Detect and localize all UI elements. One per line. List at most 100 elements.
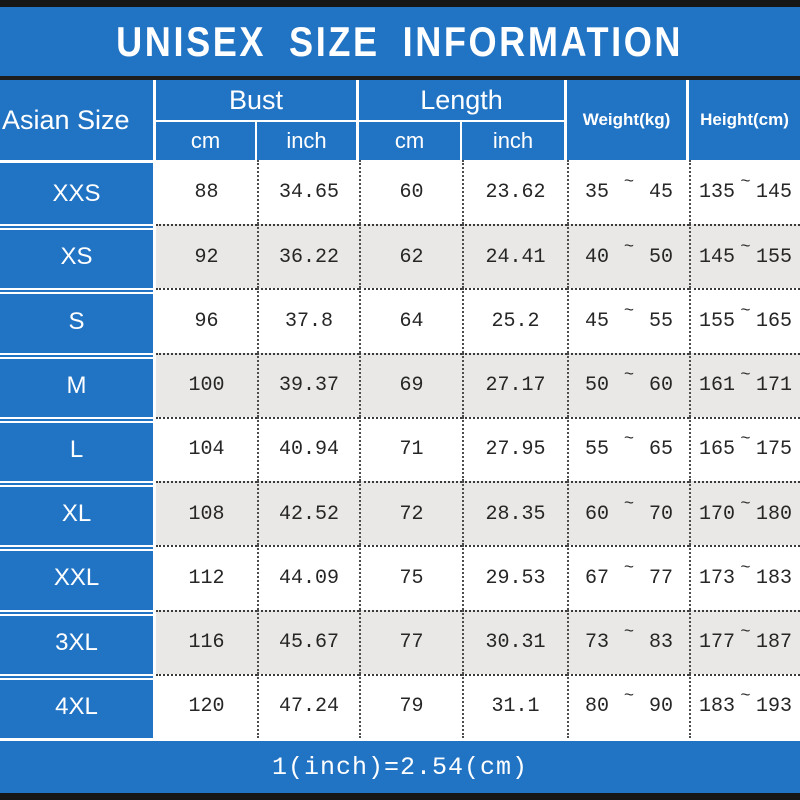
bust-cm-value: 96 <box>156 288 257 352</box>
tilde-separator: ~ <box>623 623 635 643</box>
weight-range-max: 55 <box>648 310 673 334</box>
title-divider <box>0 76 800 80</box>
tilde-separator: ~ <box>740 623 751 643</box>
size-label: 3XL <box>0 609 156 674</box>
tilde-separator: ~ <box>623 494 635 514</box>
height-range: 177 ~187 <box>689 609 800 674</box>
footer-band: 1(inch)=2.54(cm) <box>0 741 800 793</box>
table-row: 4XL 120 47.24 79 31.1 80 ~90 183 ~193 <box>0 673 800 738</box>
bust-inch-value: 47.24 <box>257 673 359 738</box>
tilde-separator: ~ <box>623 558 635 578</box>
tilde-separator: ~ <box>740 237 751 257</box>
bust-inch-value: 44.09 <box>257 545 359 610</box>
weight-range: 40 ~50 <box>567 224 689 289</box>
conversion-note: 1(inch)=2.54(cm) <box>271 752 529 782</box>
size-label: XXS <box>0 160 156 225</box>
height-range: 173 ~183 <box>689 545 800 610</box>
bottom-edge-bar <box>0 793 800 800</box>
bust-cm-value: 88 <box>194 180 219 204</box>
height-range-min: 155 <box>699 310 736 334</box>
bust-cm-value: 120 <box>156 673 257 738</box>
weight-range-max: 50 <box>648 245 673 269</box>
table-row: S 96 37.8 64 25.2 45 ~55 155 ~165 <box>0 288 800 353</box>
header-bust-subrow: cm inch <box>156 122 356 160</box>
size-label: XL <box>0 481 156 546</box>
bust-inch-value: 36.22 <box>257 224 359 289</box>
height-range-max: 175 <box>755 438 792 462</box>
height-range: 165 ~175 <box>689 416 800 482</box>
weight-range-max: 60 <box>648 374 673 398</box>
weight-range: 67 ~77 <box>567 545 689 610</box>
table-row: XXS 88 34.65 60 23.62 35 ~45 135 ~145 <box>0 160 800 225</box>
weight-range-min: 35 <box>585 180 610 204</box>
weight-range-min: 60 <box>585 502 610 526</box>
header-length-cm: cm <box>359 122 462 160</box>
length-inch-value: 25.2 <box>462 288 567 353</box>
length-inch-value: 30.31 <box>462 609 567 674</box>
weight-range: 73 ~83 <box>567 609 689 674</box>
height-range-max: 180 <box>755 502 792 526</box>
size-label: 4XL <box>0 673 156 738</box>
tilde-separator: ~ <box>740 302 751 322</box>
height-range: 145 ~155 <box>689 224 800 289</box>
bust-cm-value: 116 <box>156 609 257 674</box>
height-range-max: 183 <box>755 566 792 590</box>
weight-range: 50 ~60 <box>567 352 689 417</box>
header-length-subrow: cm inch <box>359 122 564 160</box>
size-label: XXL <box>0 545 156 610</box>
weight-range-min: 67 <box>585 566 610 590</box>
height-range-min: 177 <box>699 631 736 655</box>
page-title: UNISEX SIZE INFORMATION <box>116 17 684 65</box>
size-label: S <box>0 288 156 353</box>
length-inch-value: 23.62 <box>462 160 567 225</box>
title-band: UNISEX SIZE INFORMATION <box>0 7 800 76</box>
table-row: XL 108 42.52 72 28.35 60 ~70 170 ~180 <box>0 481 800 546</box>
header-bust-label: Bust <box>156 80 356 122</box>
header-bust-inch: inch <box>286 128 327 153</box>
height-range: 161 ~171 <box>689 352 800 417</box>
length-cm-value: 60 <box>359 160 462 225</box>
bust-cm-value: 100 <box>156 352 257 417</box>
tilde-separator: ~ <box>740 366 751 386</box>
bust-inch-value: 37.8 <box>257 288 359 353</box>
weight-range: 60 ~70 <box>567 481 689 546</box>
weight-range: 80 ~90 <box>567 673 689 738</box>
bust-cm-value: 92 <box>156 224 257 289</box>
tilde-separator: ~ <box>740 172 751 192</box>
table-row: L 104 40.94 71 27.95 55 ~65 165 ~175 <box>0 416 800 482</box>
header-asian-size: Asian Size <box>0 80 156 160</box>
height-range: 155 ~165 <box>689 288 800 353</box>
height-range: 135 ~145 <box>689 160 800 225</box>
bust-inch-value: 45.67 <box>257 609 359 674</box>
bust-inch-value: 39.37 <box>257 352 359 417</box>
header-length-inch: inch <box>492 128 534 153</box>
length-cm-value: 75 <box>359 545 462 610</box>
weight-range-max: 45 <box>648 180 673 204</box>
tilde-separator: ~ <box>740 687 751 707</box>
weight-range-min: 45 <box>585 310 610 334</box>
weight-range: 55 ~65 <box>567 416 689 482</box>
weight-range-min: 73 <box>585 631 610 655</box>
header-group-length: Length cm inch <box>359 80 567 160</box>
height-range-max: 171 <box>755 374 792 398</box>
weight-range-max: 70 <box>648 502 673 526</box>
tilde-separator: ~ <box>740 494 751 514</box>
tilde-separator: ~ <box>623 366 635 386</box>
height-range-min: 135 <box>699 180 736 204</box>
tilde-separator: ~ <box>623 237 635 257</box>
table-row: XS 92 36.22 62 24.41 40 ~50 145 ~155 <box>0 224 800 289</box>
weight-range-min: 50 <box>585 374 610 398</box>
length-inch-value: 28.35 <box>462 481 567 546</box>
length-cm-value: 71 <box>359 416 462 482</box>
bust-cm-value: 112 <box>156 545 257 609</box>
height-range-min: 170 <box>699 502 736 526</box>
table-header: Asian Size Bust cm inch Length cm inch W… <box>0 80 800 160</box>
header-bust-cm: cm <box>156 122 257 160</box>
height-range-max: 145 <box>755 180 792 204</box>
height-range: 183 ~193 <box>689 673 800 738</box>
bust-inch-value: 34.65 <box>257 160 359 225</box>
length-cm-value: 69 <box>359 352 462 417</box>
height-range-max: 193 <box>755 695 792 719</box>
header-group-bust: Bust cm inch <box>156 80 359 160</box>
